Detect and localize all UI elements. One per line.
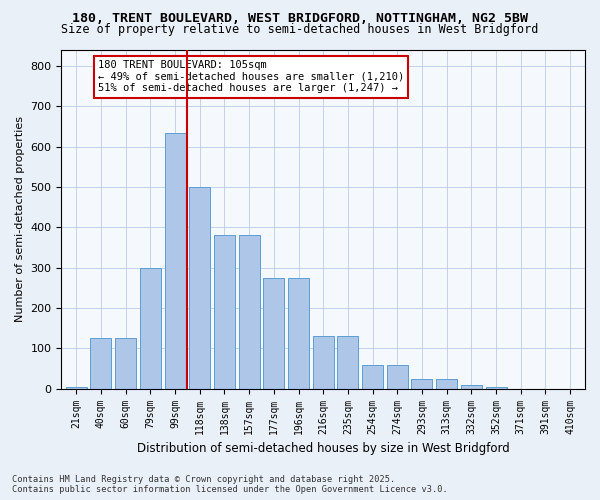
- Bar: [387, 364, 408, 388]
- Bar: [140, 268, 161, 388]
- Bar: [164, 132, 185, 388]
- Bar: [485, 386, 506, 388]
- Bar: [412, 378, 433, 388]
- Bar: [189, 187, 210, 388]
- Bar: [436, 378, 457, 388]
- Bar: [362, 364, 383, 388]
- Bar: [214, 236, 235, 388]
- Bar: [66, 386, 87, 388]
- Bar: [288, 278, 309, 388]
- Bar: [263, 278, 284, 388]
- X-axis label: Distribution of semi-detached houses by size in West Bridgford: Distribution of semi-detached houses by …: [137, 442, 509, 455]
- Text: 180, TRENT BOULEVARD, WEST BRIDGFORD, NOTTINGHAM, NG2 5BW: 180, TRENT BOULEVARD, WEST BRIDGFORD, NO…: [72, 12, 528, 26]
- Text: 180 TRENT BOULEVARD: 105sqm
← 49% of semi-detached houses are smaller (1,210)
51: 180 TRENT BOULEVARD: 105sqm ← 49% of sem…: [98, 60, 404, 94]
- Bar: [313, 336, 334, 388]
- Bar: [115, 338, 136, 388]
- Bar: [239, 236, 260, 388]
- Y-axis label: Number of semi-detached properties: Number of semi-detached properties: [15, 116, 25, 322]
- Bar: [91, 338, 112, 388]
- Bar: [461, 384, 482, 388]
- Text: Contains HM Land Registry data © Crown copyright and database right 2025.
Contai: Contains HM Land Registry data © Crown c…: [12, 474, 448, 494]
- Text: Size of property relative to semi-detached houses in West Bridgford: Size of property relative to semi-detach…: [61, 22, 539, 36]
- Bar: [337, 336, 358, 388]
